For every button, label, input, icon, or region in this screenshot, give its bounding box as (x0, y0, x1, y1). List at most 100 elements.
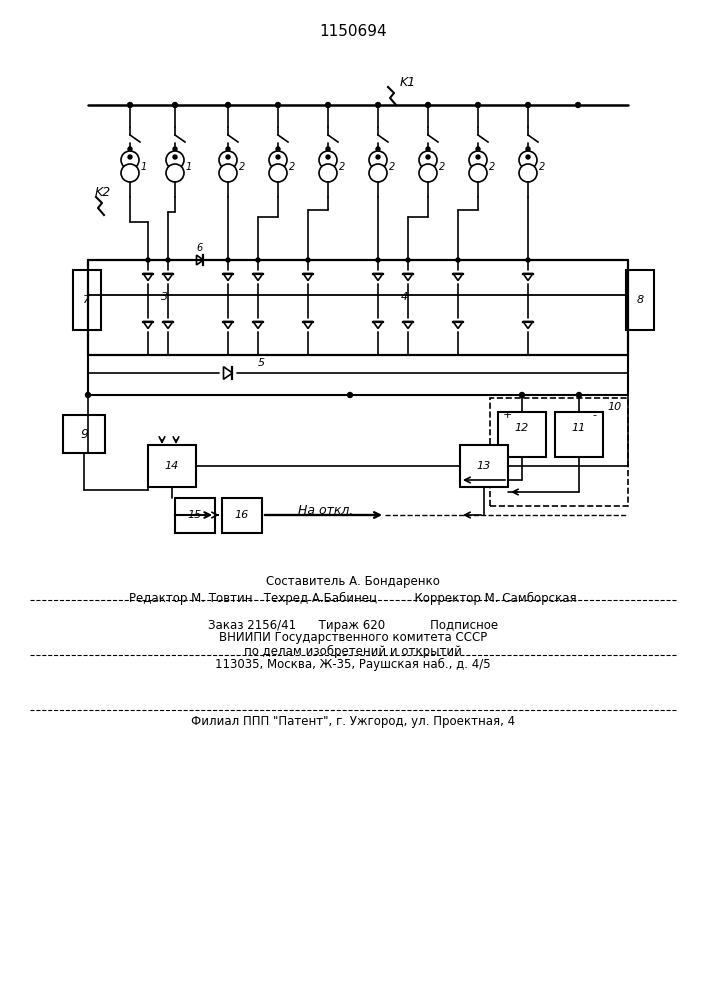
Polygon shape (303, 273, 313, 280)
Circle shape (520, 392, 525, 397)
Circle shape (219, 151, 237, 169)
Circle shape (476, 103, 481, 107)
Polygon shape (253, 273, 263, 280)
Circle shape (173, 147, 177, 151)
Circle shape (426, 155, 430, 159)
Bar (73, 270, 101, 330)
Circle shape (276, 103, 281, 107)
Circle shape (375, 103, 380, 107)
Text: 12: 12 (515, 423, 529, 433)
Circle shape (166, 164, 184, 182)
Circle shape (128, 147, 132, 151)
Polygon shape (453, 322, 463, 328)
Polygon shape (163, 273, 173, 280)
Circle shape (519, 164, 537, 182)
Polygon shape (373, 322, 383, 328)
Bar (63, 415, 105, 453)
Text: K2: K2 (95, 186, 111, 198)
Polygon shape (143, 273, 153, 280)
Circle shape (276, 155, 280, 159)
Polygon shape (453, 273, 463, 280)
Polygon shape (197, 255, 204, 265)
Circle shape (519, 151, 537, 169)
Circle shape (173, 155, 177, 159)
Polygon shape (253, 322, 263, 328)
Polygon shape (373, 273, 383, 280)
Circle shape (121, 151, 139, 169)
Circle shape (173, 103, 177, 107)
Circle shape (325, 103, 330, 107)
Text: 6: 6 (197, 243, 203, 253)
Circle shape (376, 258, 380, 262)
Text: 7: 7 (83, 295, 90, 305)
Text: Филиал ППП "Патент", г. Ужгород, ул. Проектная, 4: Филиал ППП "Патент", г. Ужгород, ул. Про… (191, 716, 515, 728)
Bar (490, 398, 628, 506)
Circle shape (269, 164, 287, 182)
Circle shape (276, 147, 280, 151)
Text: 2: 2 (339, 162, 345, 172)
Circle shape (86, 392, 90, 397)
Polygon shape (403, 273, 413, 280)
Circle shape (575, 103, 580, 107)
Circle shape (369, 164, 387, 182)
Circle shape (526, 155, 530, 159)
Text: по делам изобретений и открытий: по делам изобретений и открытий (244, 644, 462, 658)
Circle shape (376, 147, 380, 151)
Text: 2: 2 (539, 162, 545, 172)
Circle shape (121, 164, 139, 182)
Text: 1: 1 (186, 162, 192, 172)
Text: +: + (503, 410, 513, 420)
Circle shape (146, 258, 150, 262)
Circle shape (127, 103, 132, 107)
Text: Редактор М. Товтин   Техред А.Бабинец          Корректор М. Самборская: Редактор М. Товтин Техред А.Бабинец Корр… (129, 591, 577, 605)
Polygon shape (523, 273, 533, 280)
Circle shape (166, 258, 170, 262)
Circle shape (376, 155, 380, 159)
Circle shape (526, 147, 530, 151)
Bar (555, 412, 603, 457)
Circle shape (166, 151, 184, 169)
Text: 2: 2 (439, 162, 445, 172)
Bar (626, 270, 654, 330)
Bar (498, 412, 546, 457)
Circle shape (456, 258, 460, 262)
Text: 4: 4 (401, 292, 408, 302)
Text: Составитель А. Бондаренко: Составитель А. Бондаренко (266, 576, 440, 588)
Bar (148, 445, 196, 487)
Text: K1: K1 (400, 76, 416, 89)
Text: 1150694: 1150694 (319, 24, 387, 39)
Text: 14: 14 (165, 461, 179, 471)
Circle shape (226, 155, 230, 159)
Circle shape (426, 103, 431, 107)
Circle shape (348, 392, 353, 397)
Circle shape (128, 155, 132, 159)
Circle shape (306, 258, 310, 262)
Bar (175, 498, 215, 533)
Text: 9: 9 (80, 428, 88, 440)
Circle shape (226, 258, 230, 262)
Text: 5: 5 (258, 358, 265, 368)
Circle shape (269, 151, 287, 169)
Text: ВНИИПИ Государственного комитета СССР: ВНИИПИ Государственного комитета СССР (219, 632, 487, 645)
Circle shape (406, 258, 410, 262)
Polygon shape (523, 322, 533, 328)
Circle shape (469, 164, 487, 182)
Polygon shape (403, 322, 413, 328)
Circle shape (326, 155, 330, 159)
Circle shape (426, 147, 430, 151)
Circle shape (256, 258, 260, 262)
Circle shape (419, 151, 437, 169)
Bar (460, 445, 508, 487)
Bar (222, 498, 262, 533)
Text: -: - (592, 410, 596, 420)
Circle shape (226, 147, 230, 151)
Circle shape (369, 151, 387, 169)
Circle shape (226, 103, 230, 107)
Circle shape (219, 164, 237, 182)
Polygon shape (303, 322, 313, 328)
Text: На откл.: На откл. (298, 504, 354, 516)
Text: 15: 15 (188, 510, 202, 520)
Circle shape (419, 164, 437, 182)
Text: Заказ 2156/41      Тираж 620            Подписное: Заказ 2156/41 Тираж 620 Подписное (208, 618, 498, 632)
Text: 2: 2 (289, 162, 296, 172)
